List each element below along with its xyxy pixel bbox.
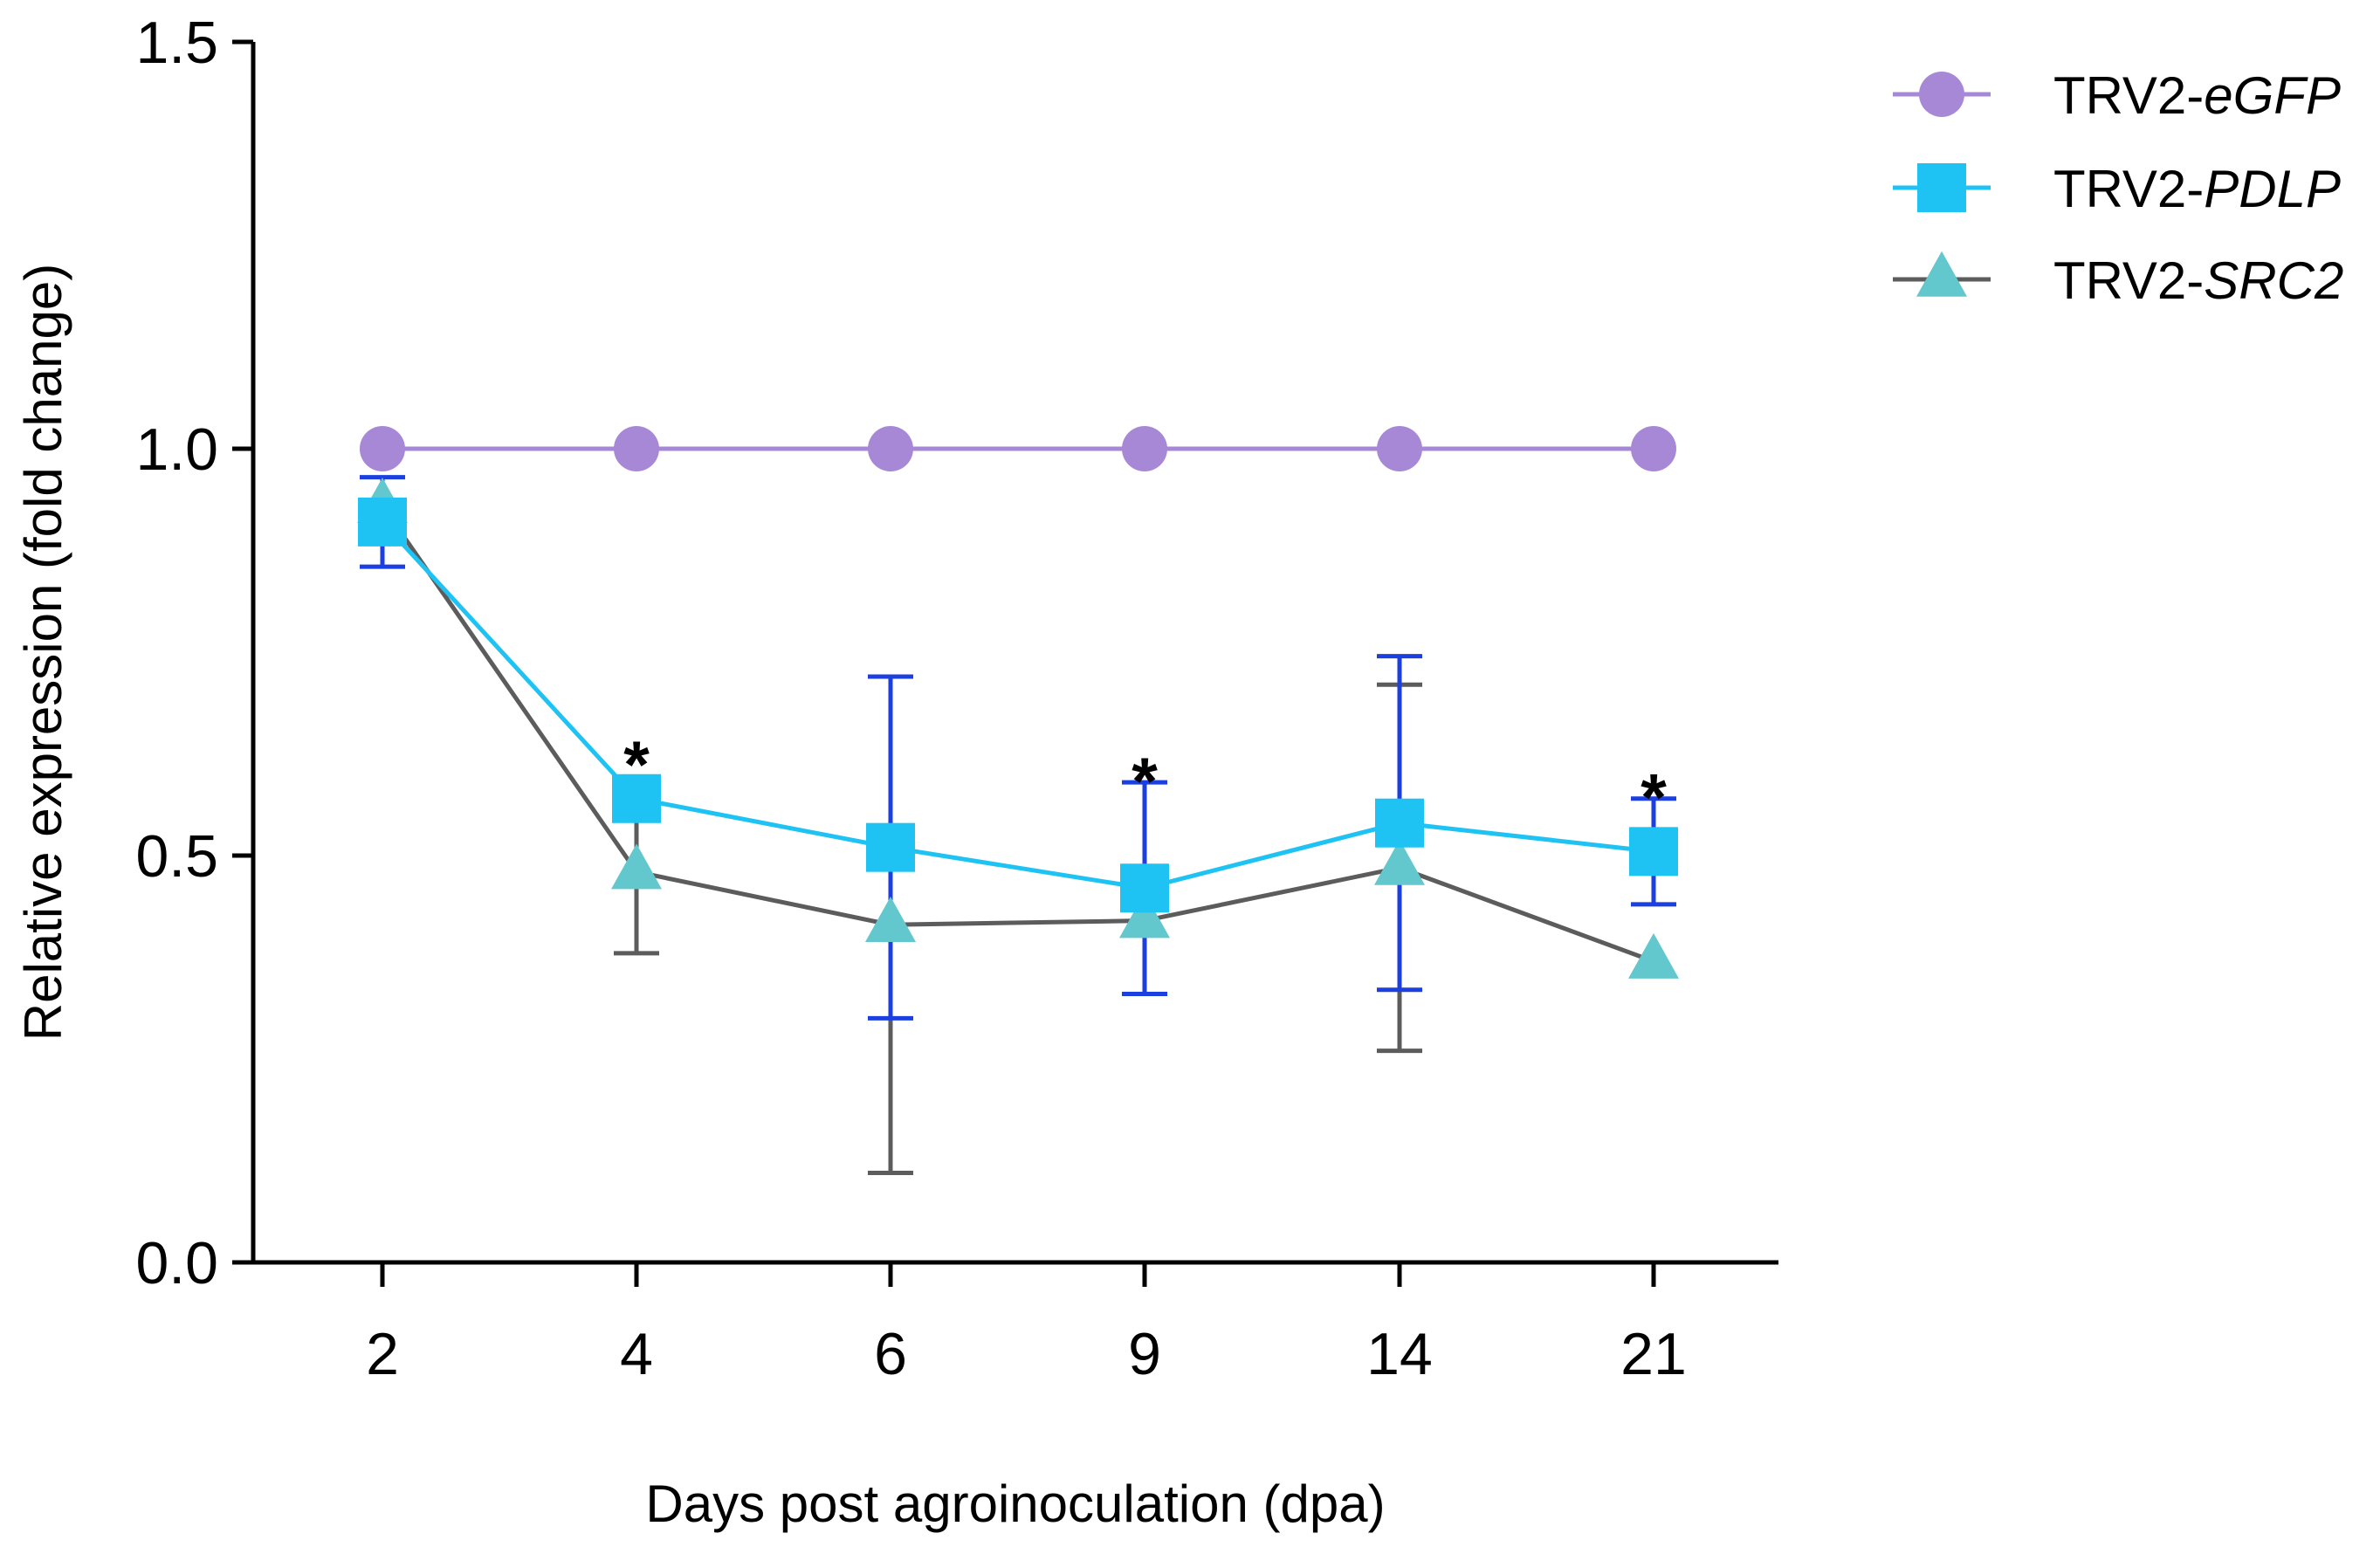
series-line-pdlp: [381, 520, 1654, 890]
data-point-pdlp: [612, 774, 661, 823]
data-point-src2: [611, 843, 662, 890]
x-tick-label: 4: [620, 1321, 653, 1387]
data-point-src2: [1119, 892, 1170, 939]
data-point-pdlp: [866, 822, 915, 872]
significance-asterisk: *: [1641, 760, 1667, 835]
y-ticks: 0.0 0.5 1.0 1.5: [135, 10, 253, 1296]
x-tick-label: 6: [874, 1321, 907, 1387]
series-line-src2: [380, 504, 1654, 964]
y-tick-label: 1.5: [135, 10, 218, 76]
legend-marker: [1917, 163, 1966, 212]
legend-item-egfp: TRV2-eGFP: [1893, 66, 2341, 125]
y-tick-label: 1.0: [135, 416, 218, 483]
legend-item-src2: TRV2-SRC2: [1893, 251, 2343, 310]
data-point-src2: [1374, 839, 1425, 885]
data-point-src2: [865, 896, 916, 942]
data-point-egfp: [1377, 426, 1422, 471]
y-tick-label: 0.0: [135, 1230, 218, 1296]
y-axis-title: Relative expression (fold change): [14, 264, 72, 1041]
plot-area: * * *: [357, 426, 1679, 1175]
data-point-egfp: [360, 426, 405, 471]
x-ticks: 2 4 6 9 14 21: [366, 1262, 1687, 1387]
y-tick-label: 0.5: [135, 823, 218, 890]
legend-label: TRV2-PDLP: [2053, 160, 2341, 218]
data-point-pdlp: [358, 497, 407, 547]
legend-marker: [1916, 251, 1967, 297]
axes: [251, 42, 1778, 1265]
data-point-egfp: [1122, 426, 1167, 471]
significance-asterisk: *: [623, 728, 650, 802]
legend-item-pdlp: TRV2-PDLP: [1893, 160, 2341, 218]
data-point-pdlp: [1629, 827, 1678, 877]
data-point-pdlp: [1120, 863, 1169, 913]
x-axis-title: Days post agroinoculation (dpa): [645, 1475, 1385, 1533]
x-tick-label: 14: [1366, 1321, 1433, 1387]
data-point-pdlp: [1375, 798, 1424, 848]
x-tick-label: 21: [1620, 1321, 1687, 1387]
x-tick-label: 9: [1128, 1321, 1161, 1387]
legend-label: TRV2-SRC2: [2053, 251, 2343, 310]
data-point-egfp: [614, 426, 659, 471]
legend: TRV2-eGFP TRV2-PDLP TRV2-SRC2: [1893, 66, 2343, 310]
data-point-egfp: [1631, 426, 1676, 471]
data-point-egfp: [868, 426, 913, 471]
significance-asterisk: *: [1132, 745, 1158, 819]
legend-label: TRV2-eGFP: [2053, 66, 2341, 125]
legend-marker: [1919, 72, 1964, 117]
data-point-src2: [1628, 932, 1679, 979]
x-tick-label: 2: [366, 1321, 399, 1387]
